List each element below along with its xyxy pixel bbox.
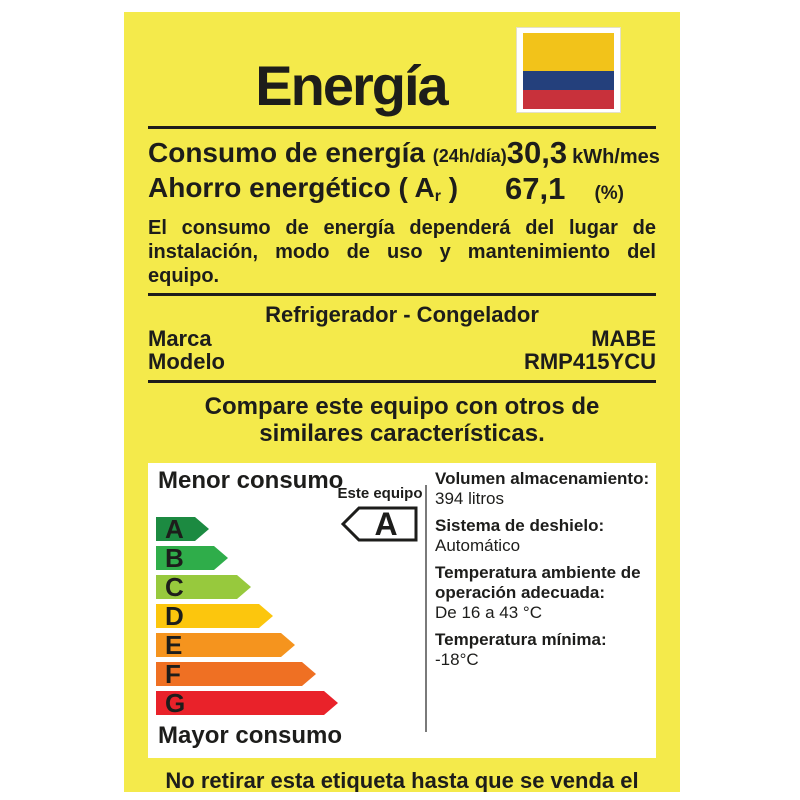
grade-bar-a: A — [156, 517, 209, 541]
savings-label-text: Ahorro energético — [148, 172, 391, 203]
savings-unit: (%) — [594, 183, 624, 204]
grade-bars: A B C D E F G — [156, 517, 338, 720]
compare-line2: similares características. — [259, 420, 545, 447]
consumption-value: 30,3 — [506, 135, 568, 170]
brand-label: Marca — [148, 326, 212, 351]
grade-letter: G — [165, 688, 186, 718]
grade-bar-f: F — [156, 662, 316, 686]
grade-bar-d: D — [156, 604, 273, 628]
efficiency-scale: Menor consumo A B C D E F G Este equipo … — [148, 463, 425, 758]
efficiency-panel: Menor consumo A B C D E F G Este equipo … — [148, 463, 656, 758]
spec-value: -18°C — [435, 650, 479, 669]
consumption-value-area: 30,3 kWh/mes — [506, 135, 660, 171]
divider-line — [148, 293, 656, 296]
specs-column: Volumen almacenamiento: 394 litros Siste… — [435, 469, 651, 677]
spec-label: Temperatura mínima: — [435, 630, 607, 649]
savings-row: Ahorro energético ( Ar ) 67,1 (%) — [148, 171, 656, 207]
divider-line — [148, 126, 656, 129]
spec-value: 394 litros — [435, 489, 504, 508]
savings-label: Ahorro energético ( Ar ) — [148, 172, 505, 206]
spec-defrost: Sistema de deshielo: Automático — [435, 516, 651, 556]
compare-text: Compare este equipo con otros de similar… — [148, 393, 656, 447]
energy-label: Energía Consumo de energía (24h/día) 30,… — [124, 12, 680, 792]
product-category: Refrigerador - Congelador — [265, 302, 539, 327]
spec-value: De 16 a 43 °C — [435, 603, 542, 622]
spec-label: Temperatura ambiente de operación adecua… — [435, 563, 641, 602]
consumption-row: Consumo de energía (24h/día) 30,3 kWh/me… — [148, 135, 660, 171]
spec-ambient-temp: Temperatura ambiente de operación adecua… — [435, 563, 651, 623]
grade-letter: C — [165, 572, 184, 602]
consumption-label: Consumo de energía (24h/día) — [148, 137, 507, 169]
disclaimer-text: El consumo de energía dependerá del luga… — [148, 217, 656, 287]
divider-line — [148, 380, 656, 383]
spec-value: Automático — [435, 536, 521, 555]
consumption-label-note: (24h/día) — [432, 146, 507, 166]
consumption-label-text: Consumo de energía — [148, 137, 425, 168]
grade-bar-e: E — [156, 633, 295, 657]
model-label: Modelo — [148, 349, 225, 374]
savings-value-area: 67,1 (%) — [505, 171, 656, 207]
rating-arrow: A — [341, 505, 419, 543]
grade-letter: E — [165, 630, 183, 660]
grade-bar-g: G — [156, 691, 338, 715]
grade-letter: A — [165, 514, 184, 544]
savings-symbol-sub: r — [434, 188, 442, 205]
grade-bar-c: C — [156, 575, 251, 599]
menor-consumo-label: Menor consumo — [158, 467, 344, 494]
spec-volume: Volumen almacenamiento: 394 litros — [435, 469, 651, 509]
grade-letter: B — [165, 543, 184, 573]
this-equipment-indicator: Este equipo A — [336, 485, 424, 543]
spec-min-temp: Temperatura mínima: -18°C — [435, 630, 651, 670]
brand-row: Marca MABE — [148, 327, 656, 350]
footer-line1: No retirar esta etiqueta hasta que se ve… — [165, 768, 639, 792]
left-arrow-icon — [341, 506, 418, 542]
savings-symbol-close: ) — [441, 172, 459, 203]
spec-label: Volumen almacenamiento: — [435, 469, 650, 488]
rating-value: A — [374, 506, 398, 542]
grade-letter: F — [165, 659, 181, 689]
mayor-consumo-label: Mayor consumo — [158, 722, 343, 749]
spec-label: Sistema de deshielo: — [435, 516, 605, 535]
grade-bar-b: B — [156, 546, 228, 570]
panel-divider — [425, 485, 427, 732]
footer-warning: No retirar esta etiqueta hasta que se ve… — [148, 768, 656, 792]
brand-value: MABE — [591, 326, 656, 351]
grade-letter: D — [165, 601, 184, 631]
este-equipo-label: Este equipo — [337, 485, 423, 502]
colombia-flag-icon — [516, 27, 621, 113]
flag-yellow-stripe — [523, 33, 614, 71]
flag-red-stripe — [523, 90, 614, 109]
consumption-unit: kWh/mes — [572, 146, 660, 168]
savings-symbol-open: ( A — [398, 172, 435, 203]
savings-value: 67,1 — [505, 171, 566, 206]
title-wrap: Energía — [148, 58, 554, 114]
compare-line1: Compare este equipo con otros de — [204, 393, 600, 420]
label-header: Energía — [148, 12, 656, 126]
flag-blue-stripe — [523, 71, 614, 90]
model-value: RMP415YCU — [523, 349, 656, 374]
model-row: Modelo RMP415YCU — [148, 350, 656, 373]
page-title: Energía — [255, 54, 448, 117]
